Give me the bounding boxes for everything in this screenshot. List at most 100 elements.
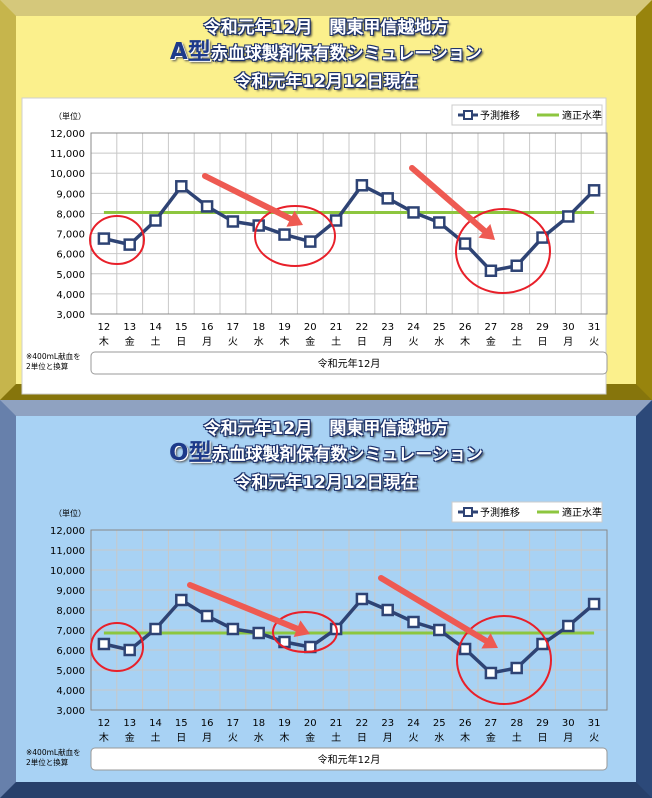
legend-box (451, 501, 603, 523)
x-tick-label: 30 (562, 718, 575, 729)
x-tick-label: 21 (330, 718, 343, 729)
legend-forecast-marker (463, 110, 473, 120)
weekday-label: 火 (589, 732, 599, 744)
y-tick-label: 10,000 (50, 566, 85, 577)
weekday-label: 金 (305, 335, 315, 348)
forecast-point (587, 184, 601, 197)
trend-arrow-head (286, 210, 303, 227)
x-tick-label: 30 (562, 322, 575, 333)
y-tick-label: 12,000 (50, 129, 85, 140)
x-tick-label: 25 (433, 322, 446, 333)
x-tick-label: 29 (536, 322, 549, 333)
frame-bevel-right (636, 400, 652, 798)
frame-bevel-right (636, 0, 652, 400)
month-box (90, 747, 608, 771)
weekday-label: 水 (434, 732, 444, 744)
x-tick-label: 25 (433, 718, 446, 729)
forecast-point (484, 666, 498, 680)
forecast-point (329, 214, 343, 227)
forecast-point (562, 619, 575, 633)
weekday-label: 木 (99, 732, 109, 744)
x-tick-label: 28 (510, 322, 523, 333)
weekday-label: 水 (254, 732, 264, 744)
weekday-label: 木 (99, 336, 109, 348)
chart-a: 3,000 4,000 5,000 6,000 7,000 8,000 9,000 10,00… (0, 0, 652, 400)
panel-a-title-main: A型赤血球製剤保有数シミュレーション (0, 40, 652, 66)
y-tick-label: 7,000 (56, 626, 85, 637)
panel-o-blood-type: O型 (169, 440, 212, 466)
month-label: 令和元年12月 (318, 357, 381, 370)
forecast-point (381, 192, 394, 205)
forecast-point (200, 609, 214, 623)
y-tick-label: 4,000 (56, 290, 85, 301)
footnote-line: 2単位と換算 (26, 757, 69, 767)
x-tick-label: 17 (227, 322, 240, 333)
footnote-line: ※400mL献血を (26, 747, 81, 757)
weekday-label: 木 (280, 336, 290, 348)
weekday-label: 水 (434, 336, 444, 348)
forecast-point (510, 661, 523, 675)
x-tick-label: 20 (304, 718, 317, 729)
y-tick-label: 8,000 (56, 209, 85, 220)
x-tick-label: 23 (381, 322, 394, 333)
weekday-label: 金 (125, 731, 135, 744)
forecast-point (175, 593, 188, 607)
weekday-label: 土 (512, 335, 522, 348)
forecast-point (97, 637, 111, 651)
forecast-point (355, 592, 369, 606)
weekday-label: 土 (512, 731, 522, 744)
weekday-label: 日 (357, 733, 367, 744)
weekday-label: 金 (486, 731, 496, 744)
legend-forecast-label: 予測推移 (480, 109, 520, 122)
legend-target-label: 適正水準 (562, 506, 602, 519)
highlight-circle (254, 205, 336, 267)
unit-label: （単位） (54, 508, 86, 518)
panel-o-title-date: 令和元年12月12日現在 (234, 473, 418, 493)
x-tick-label: 20 (304, 322, 317, 333)
weekday-label: 日 (538, 337, 548, 348)
panel-o-title-main: O型赤血球製剤保有数シミュレーション (0, 441, 652, 467)
forecast-point (484, 264, 498, 278)
x-tick-label: 26 (459, 322, 472, 333)
x-tick-label: 22 (356, 322, 369, 333)
month-label: 令和元年12月 (318, 753, 381, 766)
weekday-label: 木 (280, 732, 290, 744)
weekday-label: 土 (151, 335, 161, 348)
forecast-point (381, 603, 394, 617)
x-tick-label: 31 (588, 718, 601, 729)
x-tick-label: 12 (98, 322, 111, 333)
legend-forecast-marker (463, 507, 473, 517)
forecast-point (407, 615, 420, 629)
blood-type-a-panel: 3,000 4,000 5,000 6,000 7,000 8,000 9,000 10,00… (0, 0, 652, 400)
forecast-point (226, 622, 240, 636)
trend-arrow (378, 575, 489, 644)
weekday-label: 木 (460, 336, 470, 348)
x-tick-label: 21 (330, 322, 343, 333)
forecast-point (433, 216, 446, 229)
frame-bevel-bottom (0, 782, 652, 798)
forecast-point (123, 643, 136, 657)
highlight-circle (272, 611, 338, 653)
forecast-point (304, 235, 317, 248)
weekday-label: 土 (331, 731, 341, 744)
x-tick-label: 26 (459, 718, 472, 729)
x-tick-label: 29 (536, 718, 549, 729)
y-tick-label: 11,000 (50, 149, 85, 160)
y-tick-label: 10,000 (50, 169, 85, 180)
forecast-point (175, 180, 188, 193)
x-tick-label: 27 (485, 322, 498, 333)
forecast-point (510, 259, 523, 272)
forecast-point (252, 219, 265, 232)
forecast-point (433, 623, 446, 637)
panel-o-title-region: 令和元年12月 関東甲信越地方 (203, 419, 449, 439)
forecast-point (149, 214, 162, 227)
x-tick-label: 14 (149, 322, 162, 333)
plot-border (90, 132, 608, 315)
footnote-line: 2単位と換算 (26, 361, 69, 371)
weekday-label: 日 (176, 337, 186, 348)
x-tick-label: 18 (252, 718, 265, 729)
weekday-label: 月 (202, 732, 212, 744)
highlight-circle (455, 208, 551, 294)
unit-label: （単位） (54, 111, 86, 121)
blood-type-o-panel: 3,000 4,000 5,000 6,000 7,000 8,000 9,000 10,00… (0, 400, 652, 798)
